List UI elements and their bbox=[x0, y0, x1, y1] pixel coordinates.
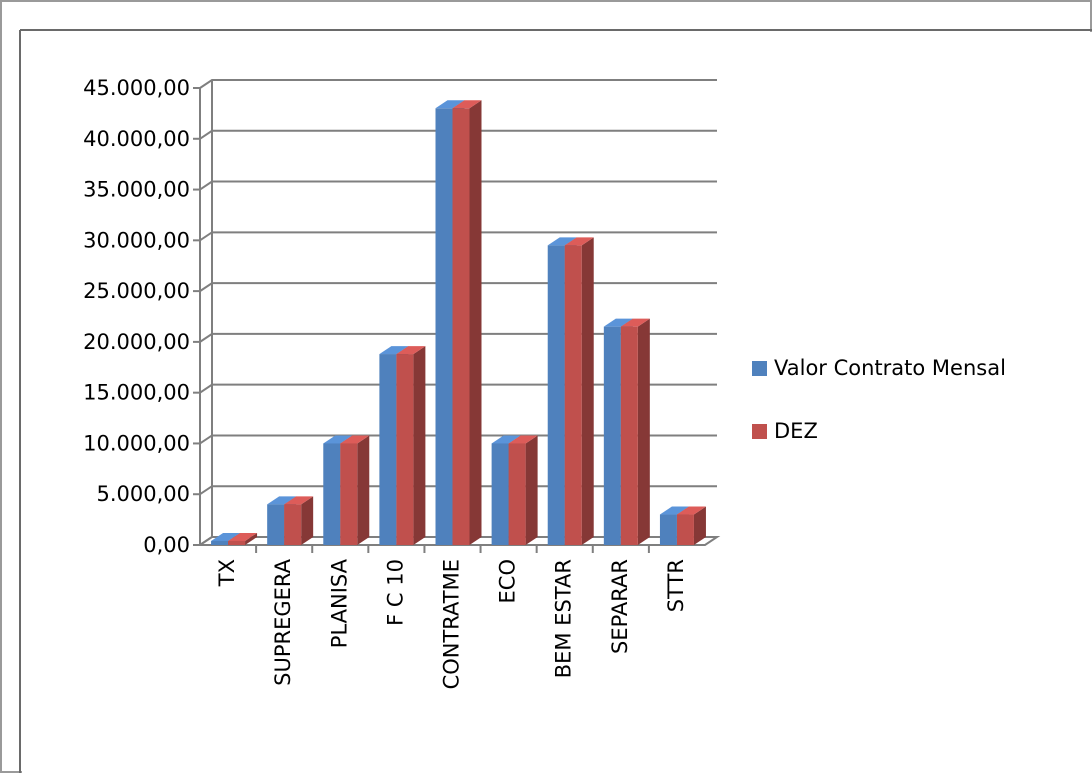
bar-series2-bem-estar bbox=[564, 237, 594, 545]
bar-series2-tx bbox=[228, 532, 258, 545]
y-tick-label: 10.000,00 bbox=[83, 431, 190, 455]
y-tick-label: 5.000,00 bbox=[96, 482, 190, 506]
x-category-label: ECO bbox=[496, 559, 520, 603]
y-tick-label: 20.000,00 bbox=[83, 330, 190, 354]
x-category-label: SUPREGERA bbox=[271, 558, 295, 686]
bar-series2-eco bbox=[508, 435, 538, 545]
y-tick-label: 0,00 bbox=[143, 533, 190, 557]
y-tick-label: 40.000,00 bbox=[83, 127, 190, 151]
inner-frame bbox=[19, 29, 1092, 773]
bars bbox=[211, 100, 706, 546]
bar-series2-supregera bbox=[284, 496, 314, 545]
bar-series2-f-c-10 bbox=[396, 346, 426, 545]
y-tick-label: 30.000,00 bbox=[83, 228, 190, 252]
x-category-label: STTR bbox=[664, 559, 688, 612]
bar-series2-contratme bbox=[452, 100, 482, 546]
x-category-label: TX bbox=[215, 559, 239, 587]
legend-swatch bbox=[752, 361, 767, 376]
labels: 0,00 5.000,00 10.000,00 15.000,00 20.000,00 2… bbox=[83, 76, 688, 689]
legend-label: DEZ bbox=[774, 419, 818, 443]
legend-label: Valor Contrato Mensal bbox=[774, 356, 1006, 380]
y-tick-label: 15.000,00 bbox=[83, 381, 190, 405]
y-tick-label: 35.000,00 bbox=[83, 178, 190, 202]
x-category-label: PLANISA bbox=[327, 558, 351, 648]
x-category-label: F C 10 bbox=[383, 559, 407, 626]
bar-series2-sttr bbox=[676, 506, 706, 545]
x-category-label: SEPARAR bbox=[608, 559, 632, 654]
legend: Valor Contrato Mensal DEZ bbox=[752, 356, 1006, 443]
bar-series2-separar bbox=[620, 318, 650, 545]
x-category-label: CONTRATME bbox=[440, 559, 464, 689]
legend-swatch bbox=[752, 424, 767, 439]
y-tick-label: 45.000,00 bbox=[83, 76, 190, 100]
y-tick-label: 25.000,00 bbox=[83, 279, 190, 303]
bar-series2-planisa bbox=[340, 435, 370, 545]
x-category-label: BEM ESTAR bbox=[552, 559, 576, 678]
